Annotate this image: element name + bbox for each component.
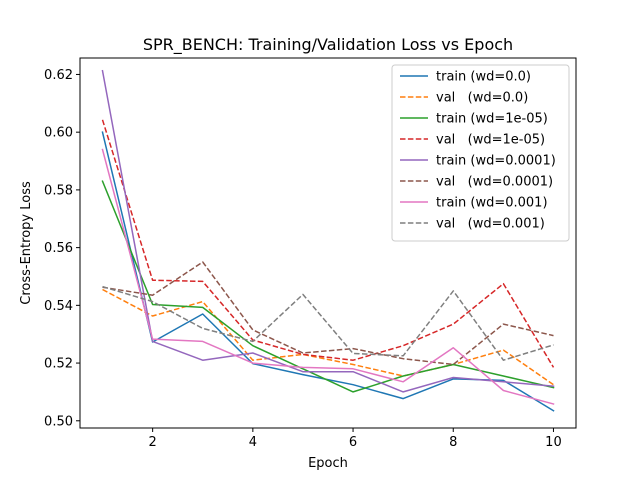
x-tick-label: 6 [349, 435, 357, 450]
legend-entry: train (wd=0.001) [436, 196, 548, 211]
y-tick-label: 0.50 [44, 414, 73, 429]
y-tick-label: 0.58 [44, 183, 73, 198]
x-tick-label: 4 [249, 435, 257, 450]
y-axis-label: Cross-Entropy Loss [19, 181, 34, 305]
x-axis-label: Epoch [308, 456, 348, 471]
y-tick-label: 0.52 [44, 357, 73, 372]
plot-area: 2 4 6 8 10 0.50 0.52 0.54 0.56 0.58 0.60 0.62 [44, 68, 562, 450]
series-line-7 [101, 148, 555, 405]
y-tick-label: 0.56 [44, 241, 73, 256]
chart-title: SPR_BENCH: Training/Validation Loss vs E… [143, 35, 513, 55]
legend-entry: val (wd=0.001) [436, 217, 545, 232]
series-line-6 [102, 261, 554, 366]
legend-entry: train (wd=0.0001) [436, 154, 556, 169]
series-line-8 [102, 285, 554, 361]
axes-frame [79, 57, 577, 429]
y-tick-label: 0.62 [44, 68, 73, 83]
legend: train (wd=0.0) val (wd=0.0) train (wd=1e-0… [391, 64, 570, 242]
legend-box [391, 64, 570, 242]
series-line-4 [101, 119, 555, 368]
x-tick-label: 2 [149, 435, 157, 450]
legend-entry: val (wd=0.0001) [436, 175, 553, 190]
x-tick-label: 8 [449, 435, 457, 450]
y-tick-label: 0.54 [44, 299, 73, 314]
x-tick-label: 10 [545, 435, 562, 450]
legend-entry: train (wd=0.0) [436, 70, 531, 85]
series-line-5 [101, 69, 555, 393]
legend-entry: val (wd=0.0) [436, 91, 528, 106]
series-line-2 [102, 288, 554, 386]
legend-entry: val (wd=1e-05) [436, 133, 545, 148]
y-tick-label: 0.60 [44, 126, 73, 141]
legend-entry: train (wd=1e-05) [436, 112, 548, 127]
series-line-3 [101, 180, 555, 393]
